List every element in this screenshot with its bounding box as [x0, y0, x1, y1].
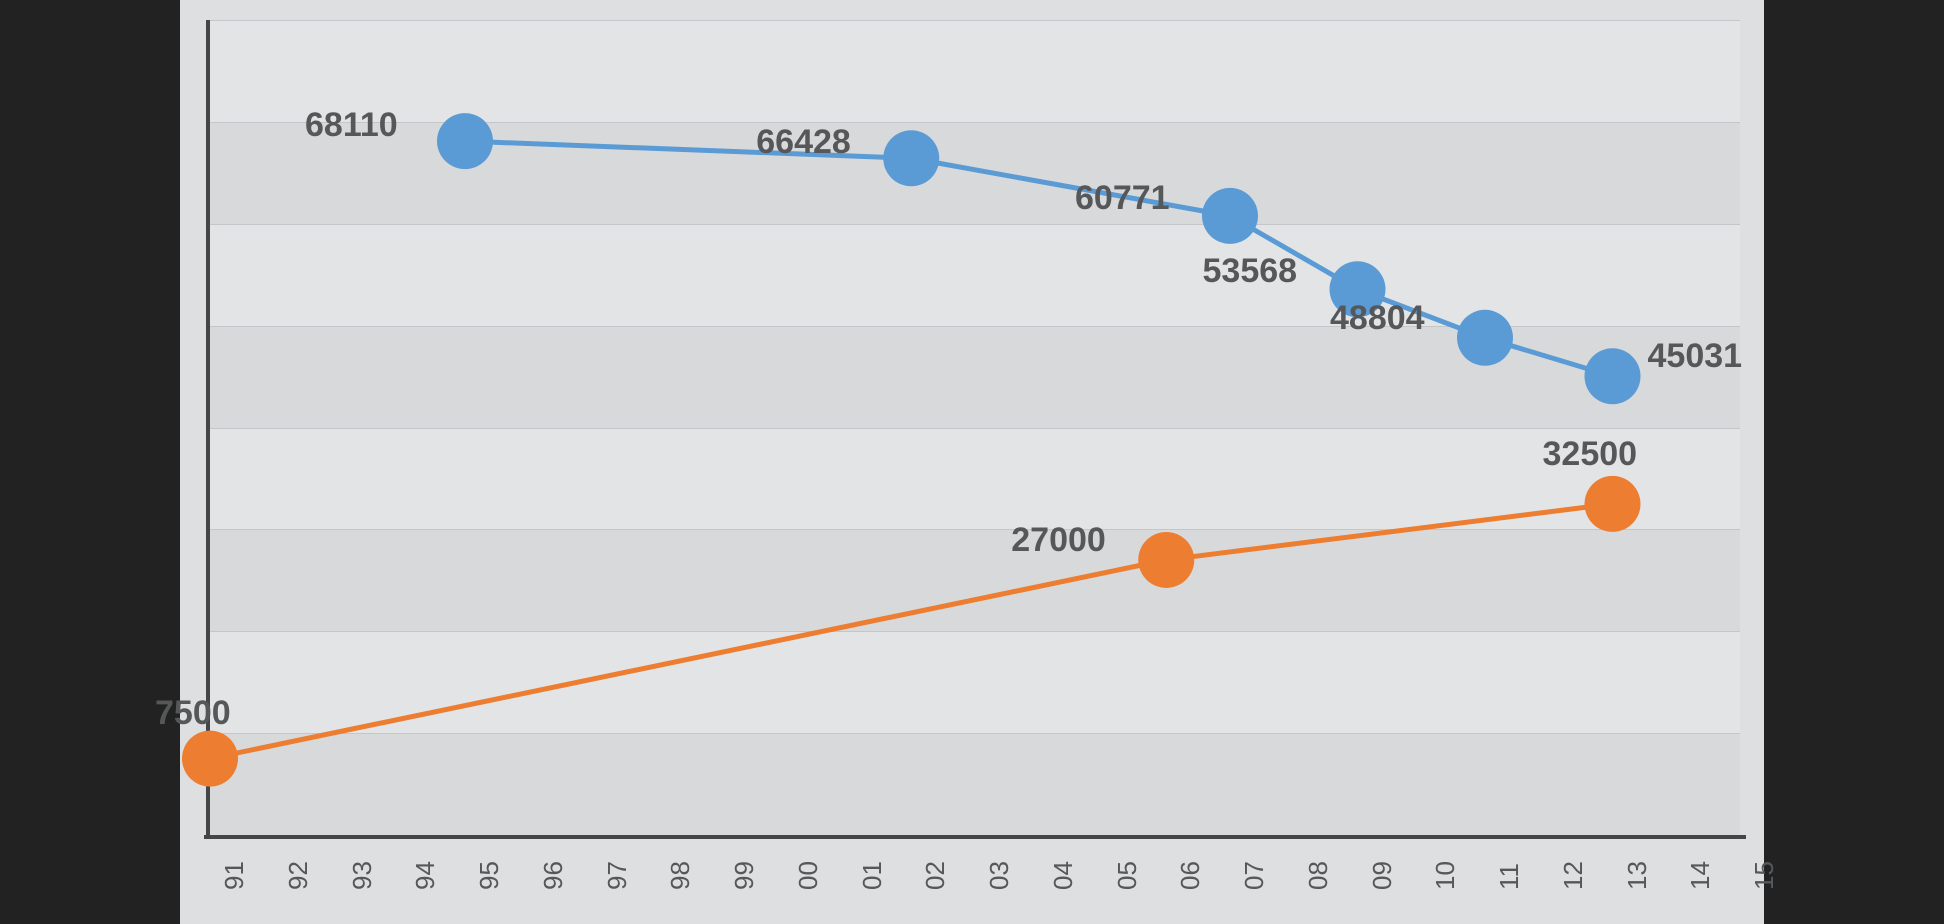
x-tick-label: 14: [1685, 861, 1716, 890]
x-tick-label: 94: [410, 861, 441, 890]
x-tick-label: 01: [857, 861, 888, 890]
x-tick-label: 11: [1494, 863, 1525, 890]
series-blue-marker: [883, 130, 939, 186]
series-blue-marker: [1585, 348, 1641, 404]
x-tick-label: 00: [793, 861, 824, 890]
x-tick-label: 93: [347, 861, 378, 890]
x-tick-label: 07: [1239, 861, 1270, 890]
x-tick-label: 06: [1175, 861, 1206, 890]
x-tick-label: 05: [1112, 861, 1143, 890]
x-tick-label: 92: [283, 861, 314, 890]
chart-frame: 6811066428607715356848804450317500270003…: [180, 0, 1764, 924]
series-orange-label: 32500: [1543, 435, 1638, 474]
x-tick-label: 91: [219, 861, 250, 890]
series-blue-marker: [1202, 188, 1258, 244]
series-orange-marker: [1585, 476, 1641, 532]
x-tick-label: 13: [1622, 861, 1653, 890]
x-tick-label: 08: [1303, 861, 1334, 890]
series-blue-marker: [1457, 310, 1513, 366]
x-tick-label: 12: [1558, 861, 1589, 890]
series-blue-marker: [437, 113, 493, 169]
series-blue-label: 48804: [1330, 299, 1425, 338]
x-tick-label: 03: [984, 861, 1015, 890]
x-tick-label: 95: [474, 861, 505, 890]
series-layer: [180, 0, 1764, 924]
series-blue-label: 68110: [305, 106, 398, 145]
x-tick-label: 15: [1749, 861, 1780, 890]
series-orange-line: [210, 504, 1613, 759]
series-blue-label: 45031: [1648, 337, 1743, 376]
series-blue-label: 53568: [1203, 252, 1298, 291]
series-orange-label: 27000: [1011, 521, 1106, 560]
x-tick-label: 02: [920, 861, 951, 890]
x-tick-label: 98: [665, 861, 696, 890]
page-background: 68110 66428 60771 53568 48804 45031 7500 27000 3…: [0, 0, 1944, 924]
x-tick-label: 09: [1367, 861, 1398, 890]
x-tick-label: 96: [538, 861, 569, 890]
series-orange-label: 7500: [155, 694, 231, 733]
series-blue-line: [465, 141, 1613, 376]
x-tick-label: 04: [1048, 861, 1079, 890]
x-tick-label: 97: [602, 861, 633, 890]
series-orange-marker: [1138, 532, 1194, 588]
series-orange-marker: [182, 731, 238, 787]
series-blue-label: 60771: [1075, 179, 1170, 218]
x-tick-label: 10: [1430, 861, 1461, 890]
series-blue-label: 66428: [756, 123, 851, 162]
x-tick-label: 99: [729, 861, 760, 890]
